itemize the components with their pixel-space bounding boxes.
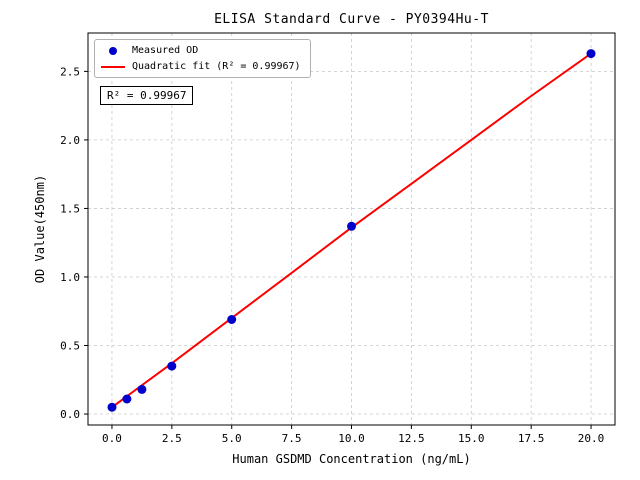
scatter-marker-icon — [109, 46, 117, 55]
y-tick-label: 1.5 — [60, 202, 80, 215]
data-point — [122, 394, 132, 404]
x-tick-label: 17.5 — [518, 432, 545, 445]
data-point — [167, 361, 177, 371]
y-tick-label: 0.0 — [60, 408, 80, 421]
legend-marker-line-wrap — [101, 65, 125, 68]
y-tick-label: 2.0 — [60, 134, 80, 147]
x-axis-label: Human GSDMD Concentration (ng/mL) — [232, 452, 471, 466]
legend: Measured OD Quadratic fit (R² = 0.99967) — [94, 39, 311, 78]
y-tick-label: 0.5 — [60, 340, 80, 353]
r-squared-annotation-text: R² = 0.99967 — [107, 89, 187, 102]
x-tick-label: 10.0 — [338, 432, 365, 445]
x-tick-label: 15.0 — [458, 432, 485, 445]
data-point — [586, 49, 596, 59]
legend-entry-quadratic-fit: Quadratic fit (R² = 0.99967) — [101, 61, 301, 72]
x-tick-label: 20.0 — [578, 432, 605, 445]
x-tick-label: 12.5 — [398, 432, 425, 445]
data-point — [137, 384, 147, 394]
x-tick-label: 5.0 — [222, 432, 242, 445]
y-tick-label: 2.5 — [60, 65, 80, 78]
chart-title: ELISA Standard Curve - PY0394Hu-T — [214, 12, 489, 27]
y-tick-label: 1.0 — [60, 271, 80, 284]
y-axis-label: OD Value(450nm) — [33, 174, 47, 284]
data-point — [347, 221, 356, 231]
legend-marker-dot-wrap — [101, 46, 125, 55]
legend-label-quadratic-fit: Quadratic fit (R² = 0.99967) — [132, 61, 301, 72]
x-tick-label: 0.0 — [102, 432, 122, 445]
data-point — [107, 402, 117, 412]
r-squared-annotation-box: R² = 0.99967 — [100, 86, 194, 105]
line-marker-icon — [101, 65, 125, 68]
legend-entry-measured-od: Measured OD — [101, 45, 301, 56]
legend-label-measured-od: Measured OD — [132, 45, 199, 56]
data-point — [227, 315, 237, 324]
x-tick-label: 2.5 — [162, 432, 182, 445]
x-tick-label: 7.5 — [282, 432, 302, 445]
